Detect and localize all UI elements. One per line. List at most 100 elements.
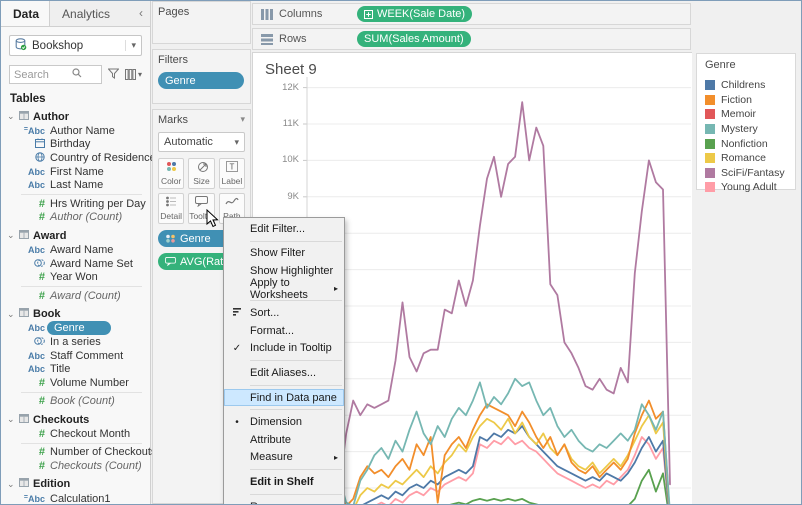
field-last-name[interactable]: Abc Last Name (1, 178, 150, 192)
marks-button-size[interactable]: Size (188, 158, 215, 189)
legend-item-nonfiction[interactable]: Nonfiction (705, 136, 795, 151)
menu-item-sort[interactable]: Sort... (224, 304, 344, 322)
table-header-edition[interactable]: ⌄ Edition (1, 477, 150, 492)
menu-item-show-highlighter[interactable]: Show Highlighter (224, 262, 344, 280)
legend-item-mystery[interactable]: Mystery (705, 122, 795, 137)
view-options-icon[interactable]: ▾ (124, 69, 142, 80)
legend-item-romance[interactable]: Romance (705, 151, 795, 166)
chevron-down-icon[interactable]: ⌄ (7, 414, 15, 425)
field-label: Year Won (50, 271, 98, 284)
field-book-count[interactable]: # Book (Count) (1, 395, 150, 409)
chevron-down-icon[interactable]: ⌄ (7, 230, 15, 241)
field-year-won[interactable]: # Year Won (1, 270, 150, 284)
rows-shelf[interactable]: Rows SUM(Sales Amount) (252, 28, 691, 50)
field-award-name-set[interactable]: Award Name Set (1, 257, 150, 271)
pages-shelf[interactable]: Pages (152, 1, 251, 44)
marks-button-color[interactable]: Color (158, 158, 185, 189)
field-checkout-month[interactable]: # Checkout Month (1, 427, 150, 441)
datasource-name: Bookshop (32, 39, 84, 52)
search-input[interactable] (14, 68, 72, 81)
field-country-of-residence[interactable]: Country of Residence (1, 151, 156, 165)
menu-item-apply-to-worksheets[interactable]: Apply to Worksheets ▸ (224, 277, 344, 301)
search-box[interactable] (9, 65, 102, 84)
pages-label: Pages (158, 6, 190, 18)
collapse-pane-icon[interactable]: ‹ (139, 6, 143, 20)
tab-analytics[interactable]: Analytics (62, 7, 111, 21)
field-hrs-writing-per-day[interactable]: # Hrs Writing per Day (1, 197, 150, 211)
field-author-count[interactable]: # Author (Count) (1, 211, 150, 225)
tab-data[interactable]: Data (1, 1, 51, 26)
menu-item-edit-filter[interactable]: Edit Filter... (224, 220, 344, 238)
chevron-down-icon[interactable]: ⌄ (7, 111, 15, 121)
field-in-a-series[interactable]: In a series (1, 335, 150, 349)
table-header-award[interactable]: ⌄ Award (1, 228, 150, 243)
chart-plot[interactable] (253, 77, 693, 505)
menu-item-show-filter[interactable]: Show Filter (224, 245, 344, 263)
menu-item-measure[interactable]: Measure ▸ (224, 449, 344, 467)
menu-item-edit-in-shelf[interactable]: Edit in Shelf (224, 473, 344, 491)
field-number-of-checkouts[interactable]: # Number of Checkouts (1, 446, 157, 460)
number-icon: # (38, 395, 45, 408)
field-title[interactable]: Abc Title (1, 362, 150, 376)
expand-date-icon[interactable] (364, 9, 373, 19)
menu-item-label: Edit Filter... (250, 222, 306, 235)
columns-shelf[interactable]: Columns WEEK(Sale Date) (252, 3, 691, 25)
chevron-down-icon[interactable]: ⌄ (7, 478, 15, 489)
menu-item-remove[interactable]: Remove (224, 498, 344, 504)
legend-item-childrens[interactable]: Childrens (705, 78, 795, 93)
marks-pill-genre[interactable]: Genre (158, 230, 238, 247)
line-series-mystery (312, 377, 671, 504)
table-header-checkouts[interactable]: ⌄ Checkouts (1, 412, 150, 427)
field-genre[interactable]: Abc Genre (1, 321, 150, 336)
menu-item-dimension[interactable]: • Dimension (224, 413, 344, 431)
table-header-book[interactable]: ⌄ Book (1, 307, 150, 322)
marks-button-label: Tooltip (189, 211, 214, 221)
search-row: ▾ (9, 65, 142, 84)
datasource-selector[interactable]: Bookshop ▾ (9, 35, 142, 56)
marks-button-tooltip[interactable]: Tooltip (188, 193, 215, 224)
y-axis-tick-label: 12K (282, 81, 299, 93)
field-award-name[interactable]: Abc Award Name (1, 243, 150, 257)
calendar-icon (21, 138, 45, 150)
chevron-down-icon[interactable]: ▾ (240, 114, 245, 124)
filter-pill-genre[interactable]: Genre (158, 72, 244, 89)
menu-item-label: Include in Tooltip (250, 342, 332, 355)
menu-item-format[interactable]: Format... (224, 322, 344, 340)
field-checkouts-count[interactable]: # Checkouts (Count) (1, 459, 150, 473)
menu-item-label: Edit in Shelf (250, 475, 314, 488)
field-label: Award Name Set (50, 257, 133, 270)
chevron-down-icon[interactable]: ▾ (125, 40, 136, 51)
field-first-name[interactable]: Abc First Name (1, 165, 150, 179)
menu-item-attribute[interactable]: Attribute (224, 431, 344, 449)
legend-item-scifi-fantasy[interactable]: SciFi/Fantasy (705, 166, 795, 181)
field-award-count[interactable]: # Award (Count) (1, 289, 150, 303)
marks-button-detail[interactable]: Detail (158, 193, 185, 224)
table-header-author[interactable]: ⌄ Author (1, 109, 150, 124)
chevron-down-icon[interactable]: ⌄ (7, 308, 15, 319)
mark-type-dropdown[interactable]: Automatic ▾ (158, 132, 245, 152)
field-volume-number[interactable]: # Volume Number (1, 376, 150, 390)
field-birthday[interactable]: Birthday (1, 138, 150, 152)
legend-item-fiction[interactable]: Fiction (705, 93, 795, 108)
menu-item-label: Format... (250, 324, 295, 337)
menu-item-find-in-data-pane[interactable]: Find in Data pane (224, 388, 344, 407)
color-legend[interactable]: Genre Childrens Fiction Memoir Mystery Nonfi… (696, 53, 796, 193)
field-calculation1[interactable]: =Abc Calculation1 (1, 492, 150, 504)
legend-item-young-adult[interactable]: Young Adult (705, 180, 795, 195)
legend-item-memoir[interactable]: Memoir (705, 107, 795, 122)
sheet-title[interactable]: Sheet 9 (265, 61, 317, 78)
filter-fields-icon[interactable] (107, 68, 120, 82)
filters-shelf[interactable]: Filters Genre (152, 49, 251, 104)
rows-pill-sum-sales-amount[interactable]: SUM(Sales Amount) (357, 31, 471, 47)
field-label: Hrs Writing per Day (50, 197, 146, 210)
columns-pill-week-sale-date[interactable]: WEEK(Sale Date) (357, 6, 473, 22)
field-staff-comment[interactable]: Abc Staff Comment (1, 349, 150, 363)
rows-shelf-label: Rows (279, 33, 307, 45)
legend-label: Nonfiction (721, 137, 768, 150)
menu-item-label: Find in Data pane (250, 391, 337, 404)
marks-button-label[interactable]: T Label (218, 158, 245, 189)
menu-item-include-in-tooltip[interactable]: ✓ Include in Tooltip (224, 340, 344, 358)
field-author-name[interactable]: =Abc Author Name (1, 124, 150, 138)
svg-text:T: T (229, 163, 234, 172)
menu-item-edit-aliases[interactable]: Edit Aliases... (224, 364, 344, 382)
